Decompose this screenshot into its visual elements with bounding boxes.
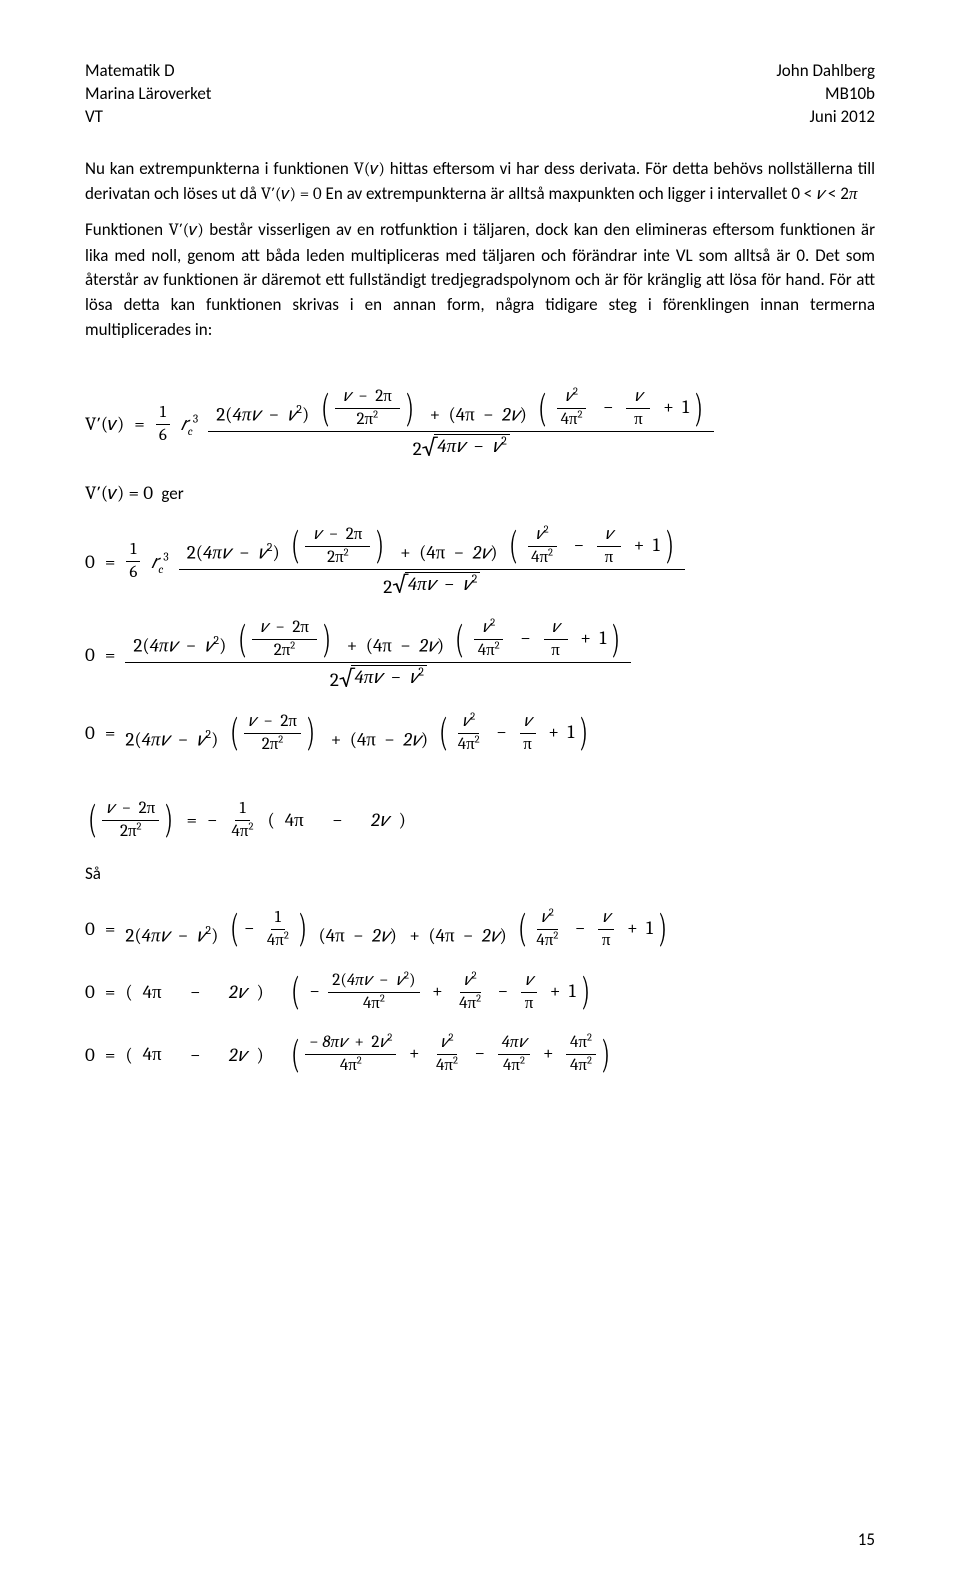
class-code: MB10b — [776, 83, 875, 106]
eq1-one-sixth: 1 6 — [155, 404, 171, 445]
eq1-bigfrac: 2(4π𝑣 − 𝑣2) ( 𝑣 − 2π2π2 ) + (4π − 2𝑣) ( … — [208, 388, 714, 460]
p2-text-a: Funktionen — [85, 219, 169, 240]
equation-4: 0 = 2(4π𝑣 − 𝑣2) ( 𝑣 − 2π2π2 ) + (4π − 2𝑣… — [85, 619, 875, 691]
paren-2: ( 𝑣24π2 − 𝑣π + 1 ) — [535, 388, 706, 429]
paragraph-2: Funktionen V′(𝑣) består visserligen av e… — [85, 218, 875, 342]
p1-text-c: En av extrempunkterna är alltså maxpunkt… — [322, 183, 816, 204]
equation-2: V′(𝑣) = 0 ger — [85, 482, 875, 504]
den: 6 — [155, 425, 171, 445]
school-name: Marina Läroverket — [85, 83, 211, 106]
eq1-bigfrac-num: 2(4π𝑣 − 𝑣2) ( 𝑣 − 2π2π2 ) + (4π − 2𝑣) ( … — [208, 388, 714, 432]
equation-8: 0 = (4π − 2𝑣) ( − 2(4π𝑣 − 𝑣2)4π2 + 𝑣24π2… — [85, 972, 875, 1013]
p1-text-d: < 2 — [824, 183, 849, 204]
eq1-bigfrac-den: 2√4π𝑣 − 𝑣2 — [405, 432, 518, 460]
author-name: John Dahlberg — [776, 60, 875, 83]
p1-math-2: V′(𝑣) = 0 — [261, 185, 322, 204]
p2-math-1: V′(𝑣) — [169, 221, 204, 240]
equation-9: 0 = (4π − 2𝑣) ( − 8π𝑣 + 2𝑣24π2 + 𝑣24π2 −… — [85, 1034, 875, 1075]
equation-7: 0 = 2(4π𝑣 − 𝑣2) ( − 14π2 ) (4π − 2𝑣) + (… — [85, 909, 875, 950]
sa-label: Så — [85, 862, 875, 887]
num: 1 — [156, 404, 170, 425]
p1-math-4: π — [849, 185, 858, 204]
sqrt: √4π𝑣 − 𝑣2 — [422, 434, 510, 457]
p1-math-1: V(𝑣) — [354, 160, 385, 179]
eq1-lhs: V′(𝑣) — [85, 413, 124, 435]
equation-3: 0 = 1 6 𝑟c3 2(4π𝑣 − 𝑣2) ( 𝑣 − 2π2π2 ) + … — [85, 526, 875, 598]
equation-5: 0 = 2(4π𝑣 − 𝑣2) ( 𝑣 − 2π2π2 ) + (4π − 2𝑣… — [85, 713, 875, 754]
header-left: Matematik D Marina Läroverket VT — [85, 60, 211, 129]
p1-text-a: Nu kan extrempunkterna i funktionen — [85, 158, 354, 179]
header-right: John Dahlberg MB10b Juni 2012 — [776, 60, 875, 129]
paren-1: ( 𝑣 − 2π2π2 ) — [318, 388, 417, 429]
page-number: 15 — [858, 1529, 875, 1550]
eq1-eq: = — [134, 413, 145, 435]
eq1-rc3: 𝑟c3 — [181, 413, 198, 435]
equation-1: V′(𝑣) = 1 6 𝑟c3 2(4π𝑣 − 𝑣2) ( 𝑣 − 2π2π2 … — [85, 388, 875, 460]
paragraph-1: Nu kan extrempunkterna i funktionen V(𝑣)… — [85, 157, 875, 208]
equation-6: ( 𝑣 − 2π2π2 ) = − 14π2 (4π − 2𝑣) — [85, 800, 875, 841]
page-header: Matematik D Marina Läroverket VT John Da… — [85, 60, 875, 129]
p2-text-b: består visserligen av en rotfunktion i t… — [85, 219, 875, 340]
date: Juni 2012 — [776, 106, 875, 129]
p1-math-3: 𝑣 — [816, 185, 824, 204]
term: VT — [85, 106, 211, 129]
ger-label: ger — [161, 483, 183, 504]
course-code: Matematik D — [85, 60, 211, 83]
